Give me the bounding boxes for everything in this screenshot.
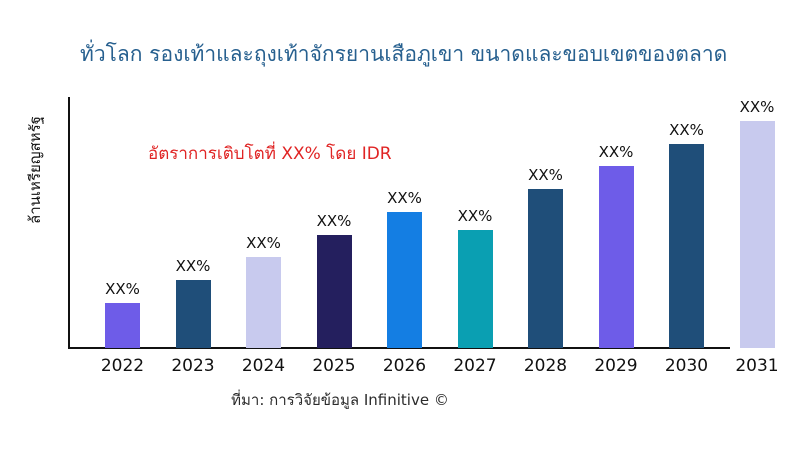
bar-group-2028: XX% 2028 [511, 166, 581, 376]
x-axis-tick-label: 2030 [664, 356, 709, 376]
bar-2030 [669, 143, 704, 348]
y-axis-label: ล้านเหรียญสหรัฐ [26, 116, 44, 224]
bar-value-label: XX% [316, 211, 352, 230]
y-axis-line [68, 97, 70, 348]
bar-2028 [528, 189, 563, 348]
bar-2022 [105, 302, 140, 348]
bar-group-2026: XX% 2026 [370, 188, 440, 376]
growth-annotation: อัตราการเติบโตที่ XX% โดย IDR [148, 144, 392, 164]
x-axis-tick-label: 2025 [312, 356, 356, 376]
bar-value-label: XX% [175, 256, 211, 275]
bar-group-2031: XX% 2031 [722, 98, 792, 376]
bar-value-label: XX% [387, 188, 422, 207]
bar-2031 [739, 121, 775, 348]
bar-2027 [457, 229, 493, 348]
bar-2029 [598, 166, 634, 348]
bar-2026 [387, 211, 422, 348]
bar-value-label: XX% [598, 143, 634, 162]
bar-2024 [246, 257, 281, 348]
bar-value-label: XX% [457, 206, 493, 225]
x-axis-tick-label: 2027 [453, 356, 497, 376]
source-text: ที่มา: การวิจัยข้อมูล Infinitive © [231, 391, 449, 409]
bar-group-2022: XX% 2022 [88, 279, 158, 376]
plot-area: XX% 2022 XX% 2023 XX% 2024 XX% 2025 XX% 2026 XX% 20… [68, 97, 779, 377]
bar-group-2024: XX% 2024 [229, 234, 299, 376]
x-axis-tick-label: 2022 [100, 356, 145, 376]
bar-value-label: XX% [669, 120, 704, 139]
bar-group-2025: XX% 2025 [299, 211, 369, 377]
x-axis-tick-label: 2024 [241, 356, 286, 376]
bar-group-2023: XX% 2023 [158, 256, 228, 376]
bar-2023 [175, 279, 211, 348]
bar-value-label: XX% [246, 234, 281, 253]
bar-value-label: XX% [105, 279, 140, 298]
x-axis-tick-label: 2028 [523, 356, 568, 376]
chart-title: ทั่วโลก รองเท้าและถุงเท้าจักรยานเสือภูเข… [80, 42, 728, 66]
bar-group-2029: XX% 2029 [581, 143, 651, 376]
bar-value-label: XX% [739, 98, 775, 116]
x-axis-tick-label: 2026 [382, 356, 427, 376]
bar-group-2030: XX% 2030 [652, 120, 722, 376]
x-axis-tick-label: 2023 [171, 356, 215, 376]
bar-2025 [316, 234, 352, 348]
x-axis-line [68, 347, 730, 349]
bar-group-2027: XX% 2027 [440, 206, 510, 376]
x-axis-tick-label: 2031 [735, 356, 779, 376]
bar-value-label: XX% [528, 166, 563, 185]
x-axis-tick-label: 2029 [594, 356, 638, 376]
